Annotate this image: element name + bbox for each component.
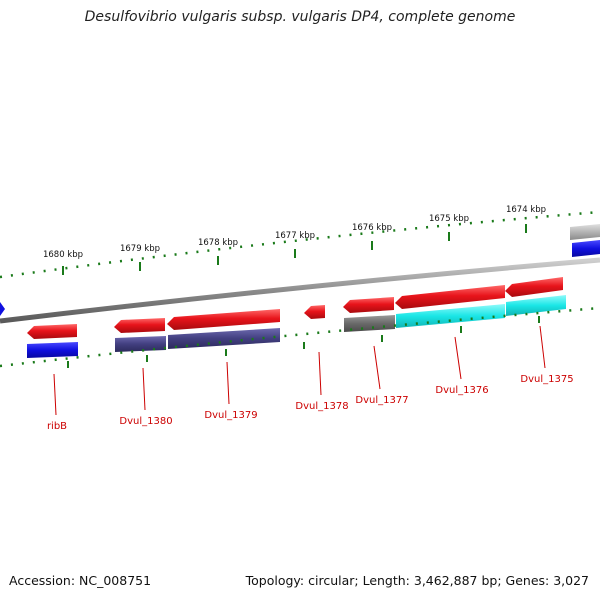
leader-dvul1377: [373, 345, 381, 390]
leader-dvul1380: [142, 367, 146, 411]
gene-label: Dvul_1378: [295, 401, 348, 412]
tick-label: 1678 kbp: [198, 238, 238, 248]
gene-dvul1380-cog: [115, 336, 166, 352]
leader-dvul1379: [226, 361, 230, 405]
gene-dvul1377-cog: [344, 315, 395, 332]
gene-dvul1379-arrow: [167, 309, 280, 330]
leader-dvul1378: [318, 351, 322, 396]
feature-partial-left: [0, 302, 5, 316]
gene-ribB-cog: [27, 342, 78, 358]
gene-dvul1380-arrow: [114, 318, 165, 333]
gene-label: Dvul_1380: [119, 416, 172, 427]
genome-backbone: [0, 257, 600, 324]
gene-dvul1375-cog: [506, 295, 566, 316]
gene-label: ribB: [47, 421, 67, 432]
label-leaders: [53, 325, 546, 416]
tick-label: 1677 kbp: [275, 231, 315, 241]
gene-dvul1375-arrow: [505, 277, 563, 297]
leader-dvul1375: [539, 325, 546, 369]
gene-dvul1376-cog: [396, 304, 505, 328]
leader-ribB: [53, 373, 57, 416]
leader-dvul1376: [454, 336, 462, 380]
accession-text: Accession: NC_008751: [9, 573, 152, 588]
gene-dvul1376-arrow: [395, 285, 505, 309]
map-title: Desulfovibrio vulgaris subsp. vulgaris D…: [84, 9, 516, 25]
tick-label: 1679 kbp: [120, 244, 160, 254]
tick-label: 1675 kbp: [429, 214, 469, 224]
tick-label: 1676 kbp: [352, 223, 392, 233]
gene-dvul1379-cog: [168, 328, 280, 349]
gene-label: Dvul_1376: [435, 385, 488, 396]
tick-label: 1674 kbp: [506, 205, 546, 215]
gene-dvul1377-arrow: [343, 297, 394, 313]
gene-label: Dvul_1379: [204, 410, 257, 421]
gene-label: Dvul_1375: [520, 374, 573, 385]
tick-label: 1680 kbp: [43, 250, 83, 260]
scale-ticks: 1680 kbp 1679 kbp 1678 kbp 1677 kbp 1676…: [43, 205, 546, 275]
feature-partial-gray: [570, 224, 600, 240]
gene-label: Dvul_1377: [355, 395, 408, 406]
inner-scale-dots: [0, 306, 600, 368]
genome-summary-text: Topology: circular; Length: 3,462,887 bp…: [245, 573, 589, 588]
feature-partial-blue: [572, 240, 600, 257]
inner-scale-ticks: [67, 316, 540, 368]
gene-ribB-arrow: [27, 324, 77, 339]
gene-dvul1378-arrow: [304, 305, 325, 319]
